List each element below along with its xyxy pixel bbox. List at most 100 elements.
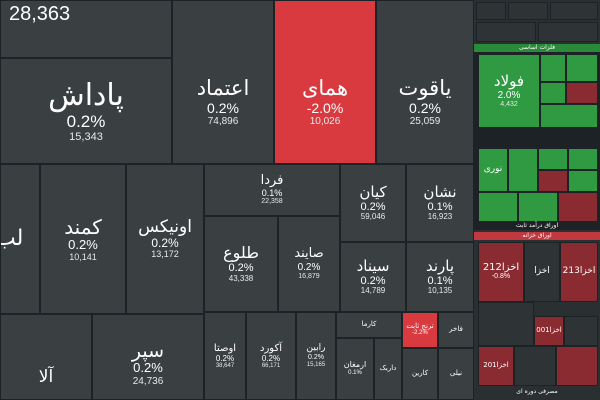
treemap-tile-lab[interactable]: لب xyxy=(0,164,40,314)
treemap-tile-top-left[interactable]: 28,363 xyxy=(0,0,172,58)
treemap-tile-kamand[interactable]: کمند 0.2% 10,141 xyxy=(40,164,126,314)
treemap-tile-akhza-b[interactable]: اخزا xyxy=(524,242,560,302)
tile-name: کیان xyxy=(359,183,387,202)
tile-volume: 10,135 xyxy=(427,286,453,296)
small-tile[interactable] xyxy=(538,148,568,170)
tile-name: اعتماد xyxy=(196,75,250,100)
tile-name: اخزا001 xyxy=(536,326,562,335)
tile-volume: 22,358 xyxy=(261,198,283,206)
treemap-tile-neshan[interactable]: نشان 0.1% 16,923 xyxy=(406,164,474,242)
tile-name: ترنج ثابت xyxy=(406,321,434,330)
small-tile[interactable] xyxy=(568,148,598,170)
treemap-tile-separ[interactable]: سپر 0.2% 24,736 xyxy=(92,314,204,400)
treemap-tile-nili[interactable]: نیلی xyxy=(438,348,474,400)
small-tile[interactable] xyxy=(566,82,598,104)
section-footer: مصرفی دوره ای xyxy=(516,388,558,395)
tile-volume: 15,343 xyxy=(69,131,103,144)
treemap-tile-armaghan[interactable]: ارمغان 0.1% xyxy=(336,338,374,400)
small-tile[interactable] xyxy=(478,192,518,222)
tile-percent: 0.2% xyxy=(360,274,386,287)
tile-percent: 0.1% xyxy=(427,200,453,213)
small-tile[interactable] xyxy=(540,54,566,82)
tile-volume: 15,165 xyxy=(306,361,326,368)
treemap-tile-padash[interactable]: پاداش 0.2% 15,343 xyxy=(0,58,172,164)
small-tile[interactable] xyxy=(476,2,506,20)
treemap-tile-toranj[interactable]: ترنج ثابت -2.2% xyxy=(402,312,438,348)
treemap-tile-parand[interactable]: پارند 0.1% 10,135 xyxy=(406,242,474,312)
treemap-tile-akhza213[interactable]: اخزا213 xyxy=(560,242,598,302)
small-tile[interactable] xyxy=(538,22,598,42)
small-tile[interactable] xyxy=(556,346,598,386)
treemap-tile-etemad[interactable]: اعتماد 0.2% 74,896 xyxy=(172,0,274,164)
tile-percent: 0.2% xyxy=(228,262,254,275)
treemap-tile-akhza001[interactable]: اخزا001 xyxy=(534,316,564,346)
treemap-tile-ala[interactable]: آلا xyxy=(0,314,92,400)
tile-name: طلوع xyxy=(223,243,259,263)
small-tile[interactable] xyxy=(478,302,534,346)
tile-name: اخزا213 xyxy=(562,266,596,277)
tile-name: کارما xyxy=(361,320,377,329)
small-tile[interactable] xyxy=(566,54,598,82)
treemap-tile-akhza212[interactable]: اخزا212 -0.8% xyxy=(478,242,524,302)
tile-name: اخزا201 xyxy=(483,361,509,370)
tile-name: ارمغان xyxy=(343,360,367,370)
tile-percent: 0.2% xyxy=(360,200,386,213)
treemap-tile-rabin[interactable]: رابین 0.2% 15,165 xyxy=(296,312,336,400)
tile-percent: 2.0% xyxy=(497,89,521,101)
tile-name: کارین xyxy=(411,369,429,378)
treemap-tile-tolu[interactable]: طلوع 0.2% 43,338 xyxy=(204,216,278,312)
treemap-tile-homay[interactable]: همای -2.0% 10,026 xyxy=(274,0,376,164)
small-tile[interactable] xyxy=(538,170,568,192)
small-tile[interactable] xyxy=(540,82,566,104)
treemap-tile-akord[interactable]: آکورد 0.2% 66,171 xyxy=(246,312,296,400)
tile-percent: 0.2% xyxy=(409,100,441,116)
treemap-tile-foolad[interactable]: فولاد 2.0% 4,432 xyxy=(478,54,540,128)
treemap-tile-sinad[interactable]: سیناد 0.2% 14,789 xyxy=(340,242,406,312)
tile-name: اخزا xyxy=(534,266,550,277)
small-tile[interactable] xyxy=(550,2,598,20)
small-tile[interactable] xyxy=(508,2,548,20)
tile-name: کمند xyxy=(64,214,102,239)
treemap-tile-noori[interactable]: نوری xyxy=(478,148,508,192)
section-header: فلزات اساسی xyxy=(474,44,600,52)
tile-name: پارند xyxy=(425,257,455,276)
treemap-tile-karin[interactable]: کارین xyxy=(402,348,438,400)
treemap-tile-karma[interactable]: کارما xyxy=(336,312,402,338)
tile-volume: 59,046 xyxy=(360,212,386,222)
tile-volume: 13,172 xyxy=(151,249,179,260)
small-tile[interactable] xyxy=(568,170,598,192)
tile-volume: 10,026 xyxy=(309,116,341,128)
tile-name: اخزا212 xyxy=(482,262,520,274)
small-tile[interactable] xyxy=(540,104,598,128)
small-tile[interactable] xyxy=(508,148,538,192)
treemap-tile-darik[interactable]: داریک xyxy=(374,338,402,400)
tile-percent: 0.2% xyxy=(66,111,106,131)
tile-percent: 0.2% xyxy=(68,236,98,252)
tile-volume: 74,896 xyxy=(207,116,239,128)
tile-volume: 66,171 xyxy=(261,362,281,369)
treemap-tile-farda[interactable]: فردا 0.1% 22,358 xyxy=(204,164,340,216)
section-header: اوراق درآمد ثابت xyxy=(515,222,559,229)
treemap-tile-sayand[interactable]: صایند 0.2% 16,879 xyxy=(278,216,340,312)
tile-name: همای xyxy=(301,75,349,100)
right-panel-top-dim xyxy=(474,0,600,44)
small-tile[interactable] xyxy=(558,192,598,222)
treemap-tile-yaghut[interactable]: یاقوت 0.2% 25,059 xyxy=(376,0,474,164)
small-tile[interactable] xyxy=(518,192,558,222)
tile-percent: 0.2% xyxy=(151,235,179,250)
treasury-section: اوراق خزانه اخزا212 -0.8% اخزا اخزا213 ا… xyxy=(474,230,600,400)
tile-percent: 0.2% xyxy=(297,261,321,273)
tile-volume: 38,647 xyxy=(215,362,235,369)
small-tile[interactable] xyxy=(514,346,556,386)
treemap-tile-osta[interactable]: اوصتا 0.2% 38,647 xyxy=(204,312,246,400)
treemap-tile-fakher[interactable]: فاخر xyxy=(438,312,474,348)
basic-metals-section: فلزات اساسی فولاد 2.0% 4,432 xyxy=(474,44,600,140)
small-tile[interactable] xyxy=(476,22,536,42)
treemap-tile-akhza201[interactable]: اخزا201 xyxy=(478,346,514,386)
tile-percent: 0.2% xyxy=(133,360,163,376)
tile-name: نشان xyxy=(423,183,457,202)
small-tile[interactable] xyxy=(564,316,598,346)
treemap-tile-onix[interactable]: اونیکس 0.2% 13,172 xyxy=(126,164,204,314)
treemap-tile-kian[interactable]: کیان 0.2% 59,046 xyxy=(340,164,406,242)
